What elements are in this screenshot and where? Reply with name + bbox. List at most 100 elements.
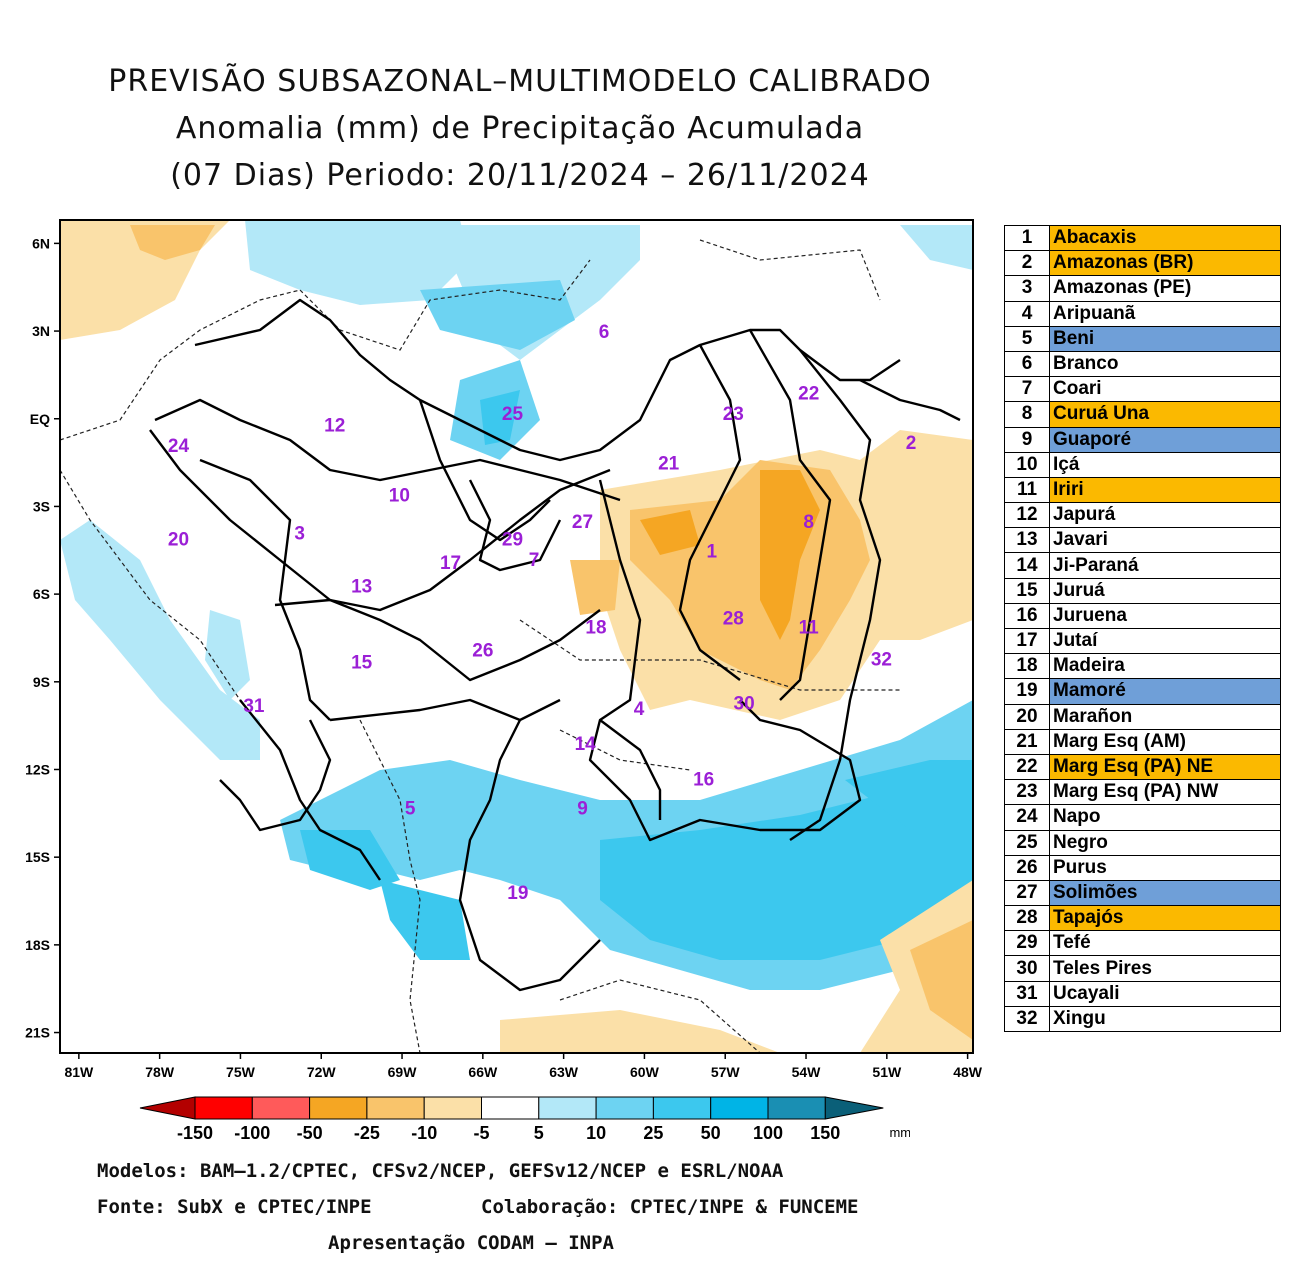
lon-tick-label: 54W [792, 1064, 822, 1080]
footer-source: Fonte: SubX e CPTEC/INPE [97, 1196, 372, 1218]
basin-label-3: 3 [294, 524, 305, 545]
legend-row: 17 Jutaí [1004, 627, 1281, 655]
lat-tick-label: 18S [25, 937, 50, 953]
basin-legend-table: 1 Abacaxis 2 Amazonas (BR) 3 Amazonas (PE) 4 Ar… [1004, 224, 1281, 1033]
colorbar: -150 -100 -50 -25 -10 -5 5 10 25 50 100 150 mm [139, 1096, 910, 1143]
political-boundary [519, 619, 900, 691]
lat-tick-label: 3S [33, 498, 50, 514]
basin-boundary [789, 349, 882, 841]
colorbar-label: 10 [586, 1123, 606, 1143]
political-boundary [559, 729, 691, 771]
basin-label-22: 22 [798, 383, 819, 404]
political-boundary [699, 239, 881, 301]
legend-basin-name: Branco [1049, 350, 1281, 378]
legend-row: 6 Branco [1004, 350, 1281, 378]
basin-boundary [588, 479, 862, 842]
basin-label-29: 29 [502, 530, 523, 551]
legend-basin-name: Amazonas (PE) [1049, 275, 1281, 302]
colorbar-swatch [194, 1096, 253, 1120]
lat-tick-label: 21S [25, 1025, 50, 1041]
basin-label-13: 13 [351, 576, 372, 597]
basin-label-24: 24 [168, 436, 190, 457]
colorbar-swatch [366, 1096, 425, 1120]
lon-tick-label: 57W [711, 1064, 741, 1080]
lon-tick-label: 63W [549, 1064, 579, 1080]
basin-label-15: 15 [351, 652, 373, 673]
basin-boundary [859, 378, 961, 422]
legend-number: 2 [1004, 250, 1050, 277]
legend-row: 1 Abacaxis [1004, 224, 1281, 252]
map-title: PREVISÃO SUBSAZONAL–MULTIMODELO CALIBRAD… [60, 58, 980, 199]
anomaly-shading [60, 220, 973, 1053]
colorbar-label: -5 [473, 1123, 489, 1143]
anomaly-region [570, 560, 620, 615]
legend-number: 6 [1004, 350, 1050, 378]
basin-label-19: 19 [507, 883, 528, 904]
legend-row: 12 Japurá [1004, 502, 1281, 529]
legend-basin-name: Coari [1049, 376, 1281, 403]
basin-boundary [274, 598, 601, 682]
legend-basin-name: Juruá [1049, 577, 1281, 604]
legend-number: 24 [1004, 804, 1050, 831]
basin-label-2: 2 [906, 433, 917, 454]
basin-label-25: 25 [502, 404, 524, 425]
lat-tick-label: 12S [25, 761, 50, 777]
legend-number: 26 [1004, 854, 1050, 881]
legend-row: 27 Solimões [1004, 879, 1281, 907]
anomaly-region [500, 1010, 780, 1053]
colorbar-swatch [595, 1096, 654, 1120]
political-boundary [59, 469, 241, 701]
legend-number: 11 [1004, 476, 1050, 504]
lat-tick-label: 9S [33, 674, 50, 690]
basin-label-31: 31 [243, 696, 265, 717]
legend-number: 19 [1004, 678, 1050, 705]
legend-basin-name: Japurá [1049, 502, 1281, 529]
legend-number: 12 [1004, 502, 1050, 529]
legend-number: 4 [1004, 300, 1050, 327]
basin-boundary [219, 719, 332, 832]
basin-label-9: 9 [577, 798, 588, 819]
legend-row: 15 Juruá [1004, 577, 1281, 604]
basin-label-23: 23 [723, 404, 744, 425]
basin-label-16: 16 [693, 769, 714, 790]
basin-label-6: 6 [599, 322, 610, 343]
basin-label-27: 27 [572, 512, 593, 533]
legend-basin-name: Iriri [1049, 476, 1281, 504]
legend-row: 3 Amazonas (PE) [1004, 275, 1281, 302]
legend-row: 28 Tapajós [1004, 905, 1281, 932]
basin-label-12: 12 [324, 416, 345, 437]
legend-row: 16 Juruena [1004, 602, 1281, 630]
legend-row: 14 Ji-Paraná [1004, 552, 1281, 579]
lat-tick-label: 6S [33, 586, 50, 602]
legend-row: 19 Mamoré [1004, 678, 1281, 705]
basin-boundary [199, 458, 331, 721]
basin-boundary [468, 479, 562, 572]
legend-number: 8 [1004, 401, 1050, 428]
colorbar-label: 25 [643, 1123, 663, 1143]
legend-basin-name: Solimões [1049, 879, 1281, 907]
legend-basin-name: Beni [1049, 325, 1281, 352]
colorbar-label: 150 [810, 1123, 840, 1143]
basin-label-5: 5 [405, 798, 416, 819]
legend-basin-name: Guaporé [1049, 426, 1281, 453]
legend-row: 30 Teles Pires [1004, 955, 1281, 982]
basin-label-17: 17 [440, 553, 461, 574]
legend-number: 14 [1004, 552, 1050, 579]
lon-tick-label: 72W [307, 1064, 337, 1080]
lat-tick-label: EQ [30, 411, 50, 427]
anomaly-region [760, 470, 820, 640]
colorbar-swatch [309, 1096, 368, 1120]
colorbar-label: 50 [701, 1123, 721, 1143]
legend-basin-name: Amazonas (BR) [1049, 250, 1281, 277]
legend-basin-name: Negro [1049, 829, 1281, 856]
basin-boundary [458, 719, 601, 992]
basin-label-1: 1 [706, 541, 717, 562]
colorbar-swatch [538, 1096, 597, 1120]
basin-boundary [194, 298, 901, 462]
legend-row: 13 Javari [1004, 527, 1281, 554]
lat-tick-label: 6N [32, 235, 50, 251]
legend-number: 3 [1004, 275, 1050, 302]
anomaly-region [205, 610, 250, 700]
colorbar-swatch [423, 1096, 483, 1120]
basin-label-8: 8 [803, 512, 814, 533]
